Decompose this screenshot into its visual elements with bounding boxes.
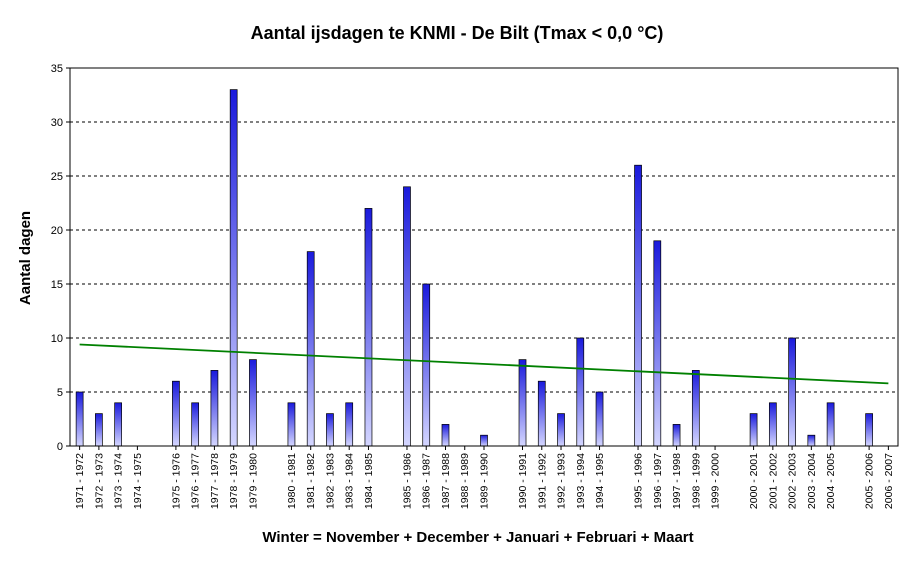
y-tick-label: 35 <box>51 63 63 75</box>
bar <box>518 359 527 447</box>
x-tick-label: 1994 - 1995 <box>594 453 606 509</box>
y-tick-label: 5 <box>57 387 63 399</box>
bar <box>557 413 565 447</box>
x-tick-label: 1988 - 1989 <box>459 453 471 509</box>
x-axis-categories: 1971 - 1972 1972 - 1973 1973 - 1974 1974 - … <box>74 446 895 509</box>
x-tick-label: 1993 - 1994 <box>575 453 587 509</box>
trendline-group <box>79 343 889 385</box>
y-tick-label: 30 <box>51 117 63 129</box>
bar <box>114 402 122 447</box>
bar <box>634 164 642 447</box>
bar <box>826 402 835 447</box>
bar <box>768 402 777 447</box>
x-tick-label: 1977 - 1978 <box>209 453 221 509</box>
x-tick-label: 2001 - 2002 <box>767 453 779 509</box>
x-tick-label: 1996 - 1997 <box>652 453 664 509</box>
y-tick-label: 0 <box>57 441 63 453</box>
bar <box>306 251 315 447</box>
bar <box>672 424 681 447</box>
bar <box>865 413 873 447</box>
y-axis-ticks: 0 5 10 15 20 25 30 35 <box>51 63 70 453</box>
bar <box>691 370 700 447</box>
bar <box>653 240 662 447</box>
y-tick-label: 20 <box>51 225 63 237</box>
bar <box>229 89 238 447</box>
x-tick-label: 1997 - 1998 <box>671 453 683 509</box>
x-tick-label: 1998 - 1999 <box>690 453 702 509</box>
x-tick-label: 2005 - 2006 <box>864 453 876 509</box>
x-axis-title: Winter = November + December + Januari +… <box>262 529 693 546</box>
x-tick-label: 2002 - 2003 <box>787 453 799 509</box>
gridlines <box>70 67 898 393</box>
bar <box>172 380 180 447</box>
x-tick-label: 1971 - 1972 <box>74 453 86 509</box>
x-tick-label: 1983 - 1984 <box>344 453 356 509</box>
x-tick-label: 1973 - 1974 <box>113 453 125 509</box>
x-tick-label: 1976 - 1977 <box>190 453 202 509</box>
x-tick-label: 1972 - 1973 <box>93 453 105 509</box>
x-tick-label: 1985 - 1986 <box>401 453 413 509</box>
x-tick-label: 1989 - 1990 <box>479 453 491 509</box>
bar <box>191 402 200 447</box>
y-axis-title: Aantal dagen <box>17 211 34 305</box>
x-tick-label: 1974 - 1975 <box>132 453 144 509</box>
bars <box>75 89 873 447</box>
plot-area-border <box>69 67 899 447</box>
x-tick-label: 1999 - 2000 <box>710 453 722 509</box>
axes <box>69 67 899 447</box>
bar <box>287 402 296 447</box>
x-tick-label: 1978 - 1979 <box>228 453 240 509</box>
x-tick-label: 1995 - 1996 <box>633 453 645 509</box>
y-tick-label: 15 <box>51 279 63 291</box>
bar <box>422 283 431 447</box>
bar <box>576 337 585 447</box>
bar <box>788 337 796 447</box>
x-tick-label: 1991 - 1992 <box>536 453 548 509</box>
x-tick-label: 1984 - 1985 <box>363 453 375 509</box>
bar <box>403 186 411 447</box>
x-tick-label: 1981 - 1982 <box>305 453 317 509</box>
x-tick-label: 2004 - 2005 <box>825 453 837 509</box>
bar <box>326 413 334 447</box>
x-tick-label: 1992 - 1993 <box>556 453 568 509</box>
x-tick-label: 1982 - 1983 <box>324 453 336 509</box>
x-tick-label: 2003 - 2004 <box>806 453 818 509</box>
bar <box>345 402 354 447</box>
x-tick-label: 1990 - 1991 <box>517 453 529 509</box>
bar <box>249 359 257 447</box>
x-tick-label: 2006 - 2007 <box>883 453 895 509</box>
trendline <box>79 343 889 385</box>
bar <box>364 208 373 447</box>
bar <box>749 413 758 447</box>
bar <box>480 434 488 447</box>
x-tick-label: 1979 - 1980 <box>247 453 259 509</box>
bar <box>95 413 103 447</box>
x-tick-label: 1986 - 1987 <box>421 453 433 509</box>
bar <box>441 424 450 447</box>
x-tick-label: 2000 - 2001 <box>748 453 760 509</box>
bar <box>210 370 219 447</box>
chart-title: Aantal ijsdagen te KNMI - De Bilt (Tmax … <box>251 23 664 43</box>
y-tick-label: 10 <box>51 333 63 345</box>
bar <box>537 380 546 447</box>
bar <box>75 391 84 447</box>
x-tick-label: 1987 - 1988 <box>440 453 452 509</box>
bar <box>595 391 604 447</box>
x-tick-label: 1980 - 1981 <box>286 453 298 509</box>
bar <box>807 434 816 447</box>
y-tick-label: 25 <box>51 171 63 183</box>
x-tick-label: 1975 - 1976 <box>170 453 182 509</box>
